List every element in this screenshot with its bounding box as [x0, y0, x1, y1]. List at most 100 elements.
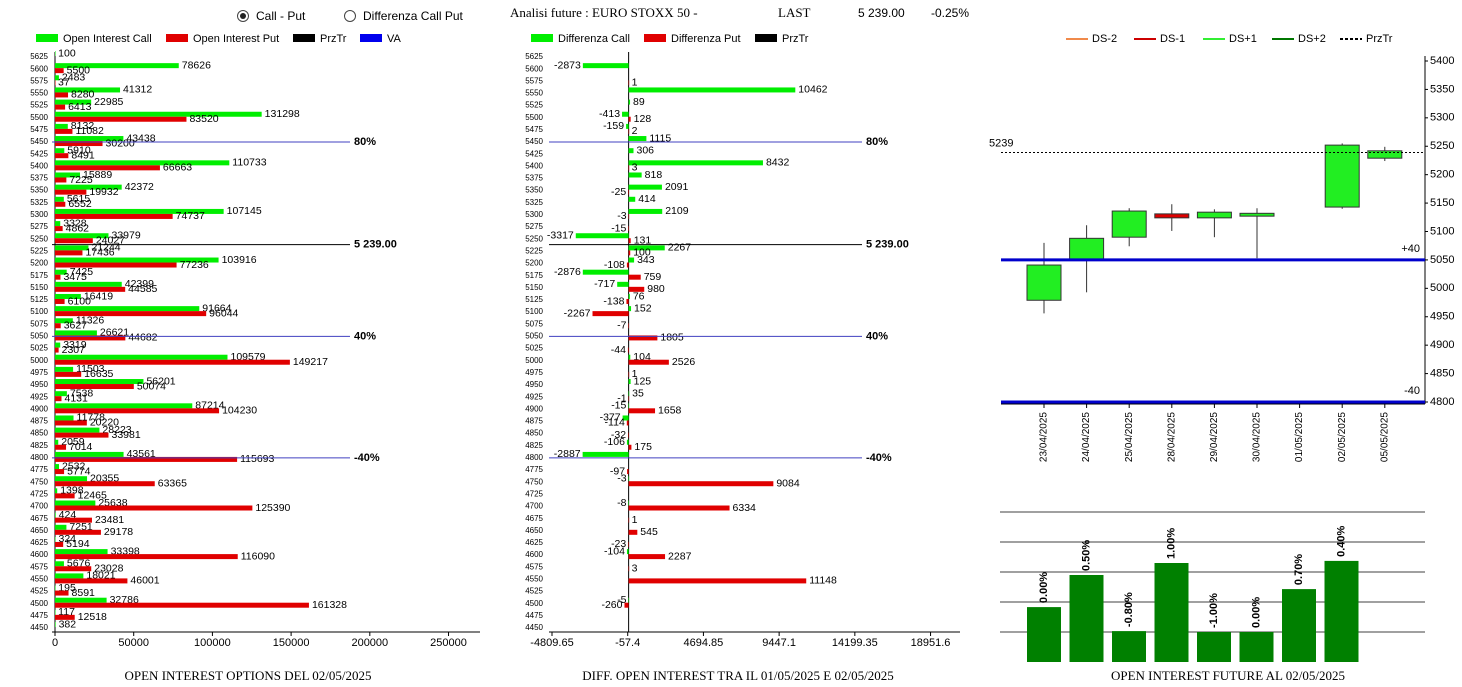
bar [55, 92, 69, 98]
bar-label: -0.80% [1123, 592, 1135, 627]
strike-label: 5050 [30, 332, 48, 341]
bar [628, 238, 631, 244]
strike-label: 5275 [30, 222, 48, 231]
strike-label: 5025 [525, 344, 543, 353]
bar [55, 136, 124, 142]
bar [1154, 563, 1189, 662]
bar [55, 293, 81, 299]
value-label: -2887 [554, 448, 581, 460]
value-label: -108 [604, 259, 625, 271]
radio-label[interactable]: Differenza Call Put [363, 9, 463, 23]
strike-label: 5150 [30, 283, 48, 292]
bar [55, 415, 74, 421]
strike-label: 4675 [30, 514, 48, 523]
strike-label: 4500 [525, 599, 543, 608]
value-label: 115693 [240, 453, 274, 465]
bar [55, 75, 59, 81]
radio-label[interactable]: Call - Put [256, 9, 306, 23]
value-label: 104230 [222, 405, 257, 417]
bar [628, 354, 631, 360]
strike-label: 4625 [30, 538, 48, 547]
strike-label: 4575 [525, 562, 543, 571]
strike-label: 5475 [30, 125, 48, 134]
bar [55, 384, 134, 390]
strike-label: 4875 [30, 417, 48, 426]
value-label: 44682 [128, 332, 157, 344]
value-label: 56201 [146, 375, 175, 387]
value-label: 4862 [66, 222, 90, 234]
strike-label: 4850 [30, 429, 48, 438]
strike-label: 4650 [525, 526, 543, 535]
x-tick-label: 24/04/2025 [1081, 412, 1092, 462]
legend-label: DS+1 [1229, 33, 1257, 45]
value-label: 8280 [71, 89, 95, 101]
bar [55, 104, 66, 110]
bar [55, 512, 56, 518]
value-label: -377 [600, 412, 621, 424]
strike-label: 4950 [525, 380, 543, 389]
value-label: -159 [603, 120, 624, 132]
value-label: -23 [611, 538, 626, 550]
value-label: -25 [611, 186, 626, 198]
value-label: 100 [58, 47, 76, 59]
y-tick-label: 5250 [1430, 140, 1454, 152]
bar [55, 87, 121, 93]
bar [55, 597, 107, 603]
value-label: 2267 [668, 242, 692, 254]
strike-label: 4475 [525, 611, 543, 620]
strike-label: 5225 [30, 246, 48, 255]
radio-dot [240, 13, 246, 19]
strike-label: 5500 [525, 113, 543, 122]
legend-label: Open Interest Put [193, 33, 279, 45]
strike-label: 4825 [525, 441, 543, 450]
value-label: 3 [632, 563, 638, 575]
strike-label: 4675 [525, 514, 543, 523]
strike-label: 5350 [30, 186, 48, 195]
y-tick-label: 5400 [1430, 55, 1454, 67]
level-label: 40% [866, 330, 888, 342]
bar [55, 371, 82, 377]
bar [55, 257, 219, 263]
bar [55, 493, 75, 499]
strike-label: 4450 [525, 623, 543, 632]
value-label: 50074 [137, 380, 166, 392]
chart-title: OPEN INTEREST OPTIONS DEL 02/05/2025 [125, 668, 372, 683]
value-label: 8432 [766, 157, 790, 169]
bar [55, 330, 97, 336]
bar [55, 213, 173, 219]
bar [55, 141, 103, 147]
value-label: 23028 [94, 563, 123, 575]
x-tick-label: 0 [52, 637, 58, 649]
x-tick-label: 50000 [118, 637, 149, 649]
value-label: 44585 [128, 283, 157, 295]
value-label: 29178 [104, 526, 133, 538]
bar [628, 517, 630, 523]
bar [1239, 632, 1274, 662]
strike-label: 5450 [525, 137, 543, 146]
bar [55, 469, 65, 475]
strike-label: 5550 [30, 89, 48, 98]
bar [55, 578, 128, 584]
value-label: 16419 [84, 290, 113, 302]
bar [55, 63, 179, 69]
legend-label: Open Interest Call [63, 33, 152, 45]
value-label: 11503 [76, 363, 105, 375]
value-label: 24027 [96, 235, 125, 247]
bar [626, 123, 629, 129]
strike-label: 4900 [30, 404, 48, 413]
value-label: 414 [638, 193, 656, 205]
strike-label: 5100 [525, 307, 543, 316]
bar-label: 0.40% [1335, 525, 1347, 556]
x-tick-label: 9447.1 [762, 637, 796, 649]
value-label: -138 [603, 295, 624, 307]
strike-label: 4800 [525, 453, 543, 462]
radio[interactable] [344, 10, 356, 22]
bar-label: 0.00% [1250, 597, 1262, 628]
bar [626, 439, 629, 445]
strike-label: 5175 [525, 271, 543, 280]
strike-label: 5150 [525, 283, 543, 292]
strike-label: 4625 [525, 538, 543, 547]
bar [55, 298, 65, 304]
value-label: 125390 [255, 502, 290, 514]
bar [582, 451, 629, 457]
